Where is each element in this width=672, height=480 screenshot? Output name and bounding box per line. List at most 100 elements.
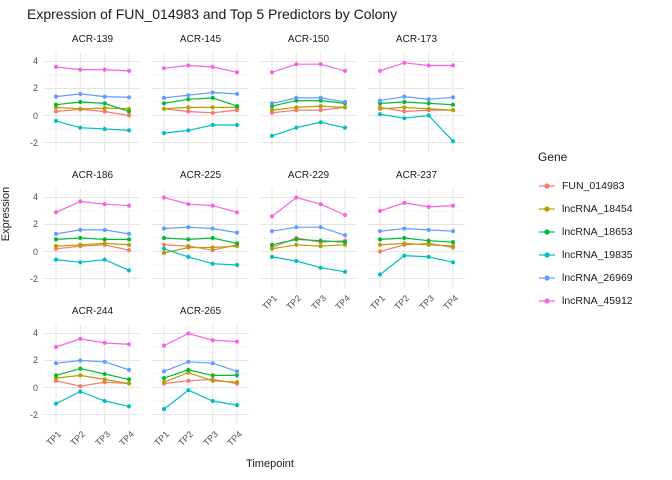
series-line-lncRNA_45912: [271, 63, 346, 73]
data-point: [161, 95, 167, 100]
data-point: [161, 101, 167, 106]
data-point: [210, 338, 215, 343]
series-line-lncRNA_18653: [271, 238, 346, 246]
legend-key-point: [544, 297, 550, 304]
data-point: [426, 63, 431, 68]
data-point: [126, 231, 132, 236]
data-point: [450, 139, 456, 144]
data-point: [377, 98, 383, 103]
data-point: [234, 91, 240, 96]
data-point: [318, 108, 323, 113]
data-point: [450, 63, 456, 68]
facet-strip-label: ACR-173: [395, 34, 438, 45]
series-line-lncRNA_18454: [55, 374, 130, 385]
data-point: [234, 104, 240, 109]
facet-panel: [152, 188, 249, 288]
x-tick-label: TP3: [200, 429, 220, 448]
data-point: [161, 343, 167, 348]
y-tick-label: 4: [32, 192, 38, 203]
data-point: [294, 125, 299, 130]
series-line-lncRNA_18454: [163, 245, 238, 254]
data-point: [450, 95, 456, 100]
data-point: [294, 237, 299, 242]
series-line-lncRNA_19835: [271, 256, 346, 273]
facet-panel: [260, 52, 357, 152]
data-point: [377, 242, 383, 247]
facet-ACR-150: ACR-150: [260, 34, 357, 152]
data-point: [210, 90, 215, 95]
legend-key-icon: [539, 274, 555, 281]
series-line-lncRNA_45912: [55, 338, 130, 348]
facet-strip-label: ACR-237: [395, 170, 438, 181]
data-point: [402, 94, 407, 99]
series-line-FUN_014983: [379, 106, 453, 113]
x-tick-label: TP3: [92, 429, 112, 448]
series-line-FUN_014983: [55, 380, 130, 387]
data-point: [186, 128, 191, 133]
data-point: [126, 381, 132, 386]
legend-item-label: lncRNA_26969: [562, 271, 633, 284]
data-point: [102, 377, 107, 382]
facet-strip-label: ACR-186: [71, 170, 114, 181]
data-point: [450, 240, 456, 245]
series-line-lncRNA_18653: [271, 99, 346, 107]
facet-panel: [368, 52, 465, 152]
legend-key-point: [544, 182, 550, 189]
data-point: [210, 110, 215, 115]
data-point: [294, 258, 299, 264]
data-point: [161, 106, 167, 111]
data-point: [126, 248, 132, 253]
data-point: [426, 254, 431, 259]
data-point: [126, 377, 132, 382]
data-point: [269, 108, 275, 113]
data-point: [161, 407, 167, 412]
data-point: [426, 242, 431, 247]
data-point: [161, 250, 167, 255]
data-point: [402, 241, 407, 246]
data-point: [53, 109, 59, 114]
data-point: [78, 373, 83, 378]
series-line-lncRNA_26969: [55, 93, 130, 98]
data-point: [377, 106, 383, 111]
legend-item-lncRNA_26969: lncRNA_26969: [538, 266, 633, 289]
y-axis-title: Expression: [0, 186, 12, 242]
data-point: [402, 105, 407, 110]
data-point: [186, 245, 191, 250]
series-line-FUN_014983: [55, 108, 130, 117]
facet-strip-label: ACR-244: [71, 306, 114, 317]
data-point: [234, 369, 240, 374]
data-point: [269, 246, 275, 251]
data-point: [161, 376, 167, 381]
data-point: [342, 212, 348, 218]
x-tick-label: TP1: [368, 293, 388, 312]
data-point: [78, 106, 83, 111]
y-tick-label: -2: [29, 137, 38, 148]
x-tick-label: TP3: [308, 293, 328, 312]
data-point: [210, 361, 215, 366]
data-point: [426, 101, 431, 106]
data-point: [269, 254, 275, 259]
facet-ACR-265: ACR-265: [152, 306, 249, 424]
series-line-lncRNA_18454: [379, 106, 454, 111]
legend-items: FUN_014983 lncRNA_18454 lncRNA_18653 lncRNA…: [538, 174, 633, 312]
series-line-lncRNA_19835: [55, 120, 130, 131]
series-line-lncRNA_18454: [163, 371, 238, 383]
data-point: [210, 373, 215, 378]
data-point: [186, 367, 191, 372]
data-point: [102, 340, 107, 345]
facet-ACR-145: ACR-145: [152, 34, 249, 152]
data-point: [78, 358, 83, 363]
series-line-lncRNA_19835: [55, 390, 130, 407]
data-point: [102, 67, 107, 72]
legend-key-icon: [539, 297, 555, 304]
data-point: [210, 245, 215, 250]
data-point: [126, 242, 132, 247]
series-line-FUN_014983: [271, 106, 346, 114]
data-point: [318, 225, 323, 230]
facet-strip-label: ACR-150: [287, 34, 330, 45]
data-point: [234, 339, 240, 344]
data-point: [234, 122, 240, 128]
data-point: [318, 244, 323, 249]
data-point: [402, 226, 407, 231]
facet-strip-label: ACR-265: [179, 306, 222, 317]
